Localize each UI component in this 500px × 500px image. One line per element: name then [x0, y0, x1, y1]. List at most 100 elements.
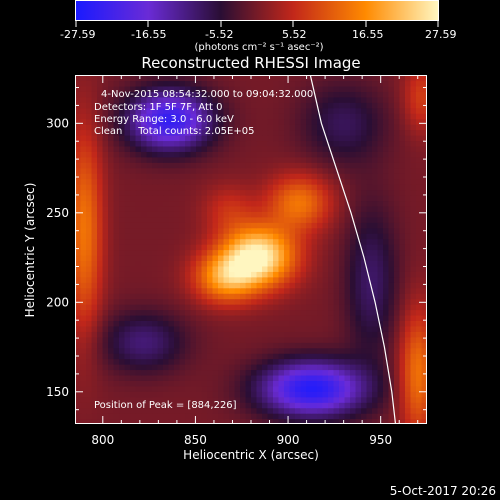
- heatmap-cell: [306, 102, 313, 109]
- heatmap-cell: [372, 391, 379, 398]
- heatmap-cell: [416, 276, 423, 283]
- heatmap-cell: [174, 309, 181, 316]
- heatmap-cell: [328, 418, 335, 424]
- heatmap-cell: [355, 189, 362, 196]
- heatmap-cell: [146, 342, 153, 349]
- heatmap-cell: [163, 249, 170, 256]
- heatmap-cell: [135, 276, 142, 283]
- heatmap-cell: [179, 369, 186, 376]
- heatmap-cell: [300, 380, 307, 387]
- heatmap-cell: [399, 418, 406, 424]
- heatmap-cell: [311, 184, 318, 191]
- heatmap-cell: [256, 178, 263, 185]
- heatmap-cell: [394, 407, 401, 414]
- heatmap-cell: [339, 374, 346, 381]
- heatmap-cell: [284, 380, 291, 387]
- heatmap-cell: [256, 342, 263, 349]
- heatmap-cell: [113, 298, 120, 305]
- heatmap-cell: [295, 200, 302, 207]
- heatmap-cell: [317, 216, 324, 223]
- heatmap-cell: [223, 380, 230, 387]
- heatmap-cell: [344, 102, 351, 109]
- heatmap-cell: [355, 200, 362, 207]
- heatmap-cell: [333, 85, 340, 92]
- heatmap-cell: [190, 107, 197, 114]
- heatmap-cell: [289, 260, 296, 267]
- heatmap-cell: [229, 205, 236, 212]
- heatmap-cell: [152, 91, 159, 98]
- heatmap-cell: [273, 173, 280, 180]
- heatmap-cell: [218, 407, 225, 414]
- heatmap-cell: [218, 244, 225, 251]
- heatmap-cell: [388, 85, 395, 92]
- heatmap-cell: [130, 227, 137, 234]
- heatmap-cell: [388, 276, 395, 283]
- heatmap-cell: [113, 331, 120, 338]
- heatmap-cell: [146, 238, 153, 245]
- heatmap-cell: [168, 102, 175, 109]
- heatmap-cell: [284, 129, 291, 136]
- heatmap-cell: [399, 265, 406, 272]
- heatmap-cell: [124, 227, 131, 234]
- heatmap-cell: [317, 385, 324, 392]
- heatmap-cell: [273, 413, 280, 420]
- heatmap-cell: [383, 260, 390, 267]
- heatmap-cell: [130, 380, 137, 387]
- heatmap-cell: [383, 205, 390, 212]
- heatmap-cell: [218, 227, 225, 234]
- heatmap-cell: [317, 369, 324, 376]
- heatmap-cell: [102, 396, 109, 403]
- heatmap-cell: [108, 413, 115, 420]
- heatmap-cell: [284, 282, 291, 289]
- heatmap-cell: [146, 194, 153, 202]
- heatmap-cell: [135, 211, 142, 218]
- heatmap-cell: [295, 145, 302, 152]
- heatmap-cell: [124, 309, 131, 316]
- heatmap-cell: [80, 336, 87, 343]
- heatmap-cell: [344, 118, 351, 125]
- heatmap-cell: [377, 331, 384, 338]
- heatmap-cell: [361, 418, 368, 424]
- heatmap-cell: [75, 107, 82, 114]
- heatmap-cell: [278, 244, 285, 251]
- heatmap-cell: [405, 293, 412, 300]
- heatmap-cell: [405, 385, 412, 392]
- heatmap-cell: [124, 342, 131, 349]
- heatmap-cell: [91, 325, 98, 332]
- heatmap-cell: [223, 309, 230, 316]
- heatmap-cell: [273, 75, 280, 82]
- heatmap-cell: [328, 75, 335, 82]
- heatmap-cell: [91, 189, 98, 196]
- heatmap-cell: [91, 80, 98, 87]
- heatmap-cell: [234, 167, 241, 174]
- heatmap-cell: [102, 91, 109, 98]
- heatmap-cell: [295, 233, 302, 240]
- heatmap-cell: [234, 129, 241, 136]
- heatmap-cell: [75, 254, 82, 261]
- heatmap-cell: [295, 238, 302, 245]
- annotation-peak-position: Position of Peak = [884,226]: [94, 400, 237, 411]
- heatmap-cell: [328, 293, 335, 300]
- heatmap-cell: [273, 314, 280, 321]
- heatmap-cell: [102, 353, 109, 360]
- heatmap-cell: [278, 238, 285, 245]
- heatmap-cell: [201, 380, 208, 387]
- heatmap-cell: [344, 260, 351, 267]
- heatmap-cell: [229, 107, 236, 114]
- heatmap-cell: [80, 113, 87, 120]
- heatmap-cell: [322, 244, 329, 251]
- heatmap-cell: [201, 413, 208, 420]
- heatmap-cell: [185, 222, 192, 229]
- heatmap-cell: [339, 178, 346, 185]
- heatmap-cell: [344, 145, 351, 152]
- heatmap-cell: [240, 260, 247, 267]
- heatmap-cell: [141, 189, 148, 196]
- heatmap-cell: [179, 156, 186, 163]
- heatmap-cell: [86, 336, 93, 343]
- heatmap-cell: [223, 129, 230, 136]
- heatmap-cell: [86, 189, 93, 196]
- heatmap-cell: [86, 391, 93, 398]
- heatmap-cell: [350, 178, 357, 185]
- heatmap-cell: [80, 314, 87, 321]
- heatmap-cell: [201, 271, 208, 278]
